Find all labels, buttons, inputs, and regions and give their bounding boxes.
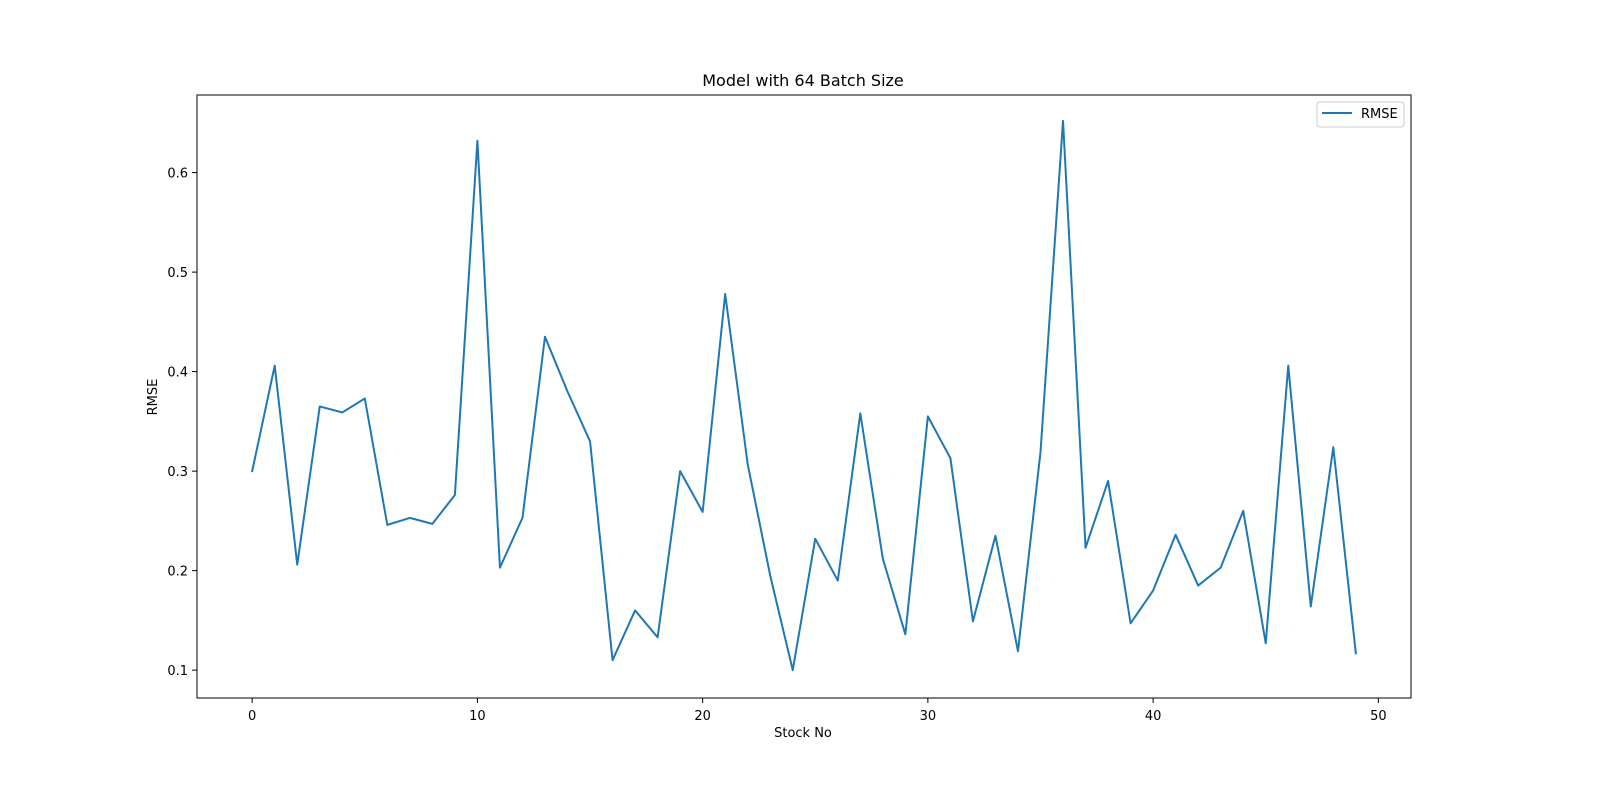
x-tick-label: 0: [248, 709, 256, 724]
y-tick-label: 0.6: [167, 167, 188, 182]
x-axis: 0 10 20 30 40 50: [248, 698, 1387, 724]
y-tick-label: 0.4: [167, 366, 188, 381]
x-tick-label: 10: [469, 709, 486, 724]
legend-box: [1316, 101, 1405, 128]
y-axis-label: RMSE: [146, 379, 161, 416]
chart-title: Model with 64 Batch Size: [702, 71, 904, 90]
x-tick-label: 50: [1370, 709, 1387, 724]
y-axis: 0.1 0.2 0.3 0.4 0.5 0.6: [167, 167, 197, 679]
legend: RMSE: [1316, 101, 1405, 128]
y-tick-label: 0.1: [167, 664, 188, 679]
x-tick-label: 40: [1145, 709, 1162, 724]
y-tick-label: 0.5: [167, 266, 188, 281]
x-tick-label: 20: [694, 709, 711, 724]
series-line-rmse: [250, 119, 1357, 672]
legend-label-rmse: RMSE: [1361, 107, 1398, 122]
x-axis-label: Stock No: [774, 726, 832, 741]
plot-area: [196, 94, 1412, 699]
y-tick-label: 0.2: [167, 565, 188, 580]
plot-frame: [196, 94, 1412, 699]
x-tick-label: 30: [920, 709, 937, 724]
y-tick-label: 0.3: [167, 465, 188, 480]
